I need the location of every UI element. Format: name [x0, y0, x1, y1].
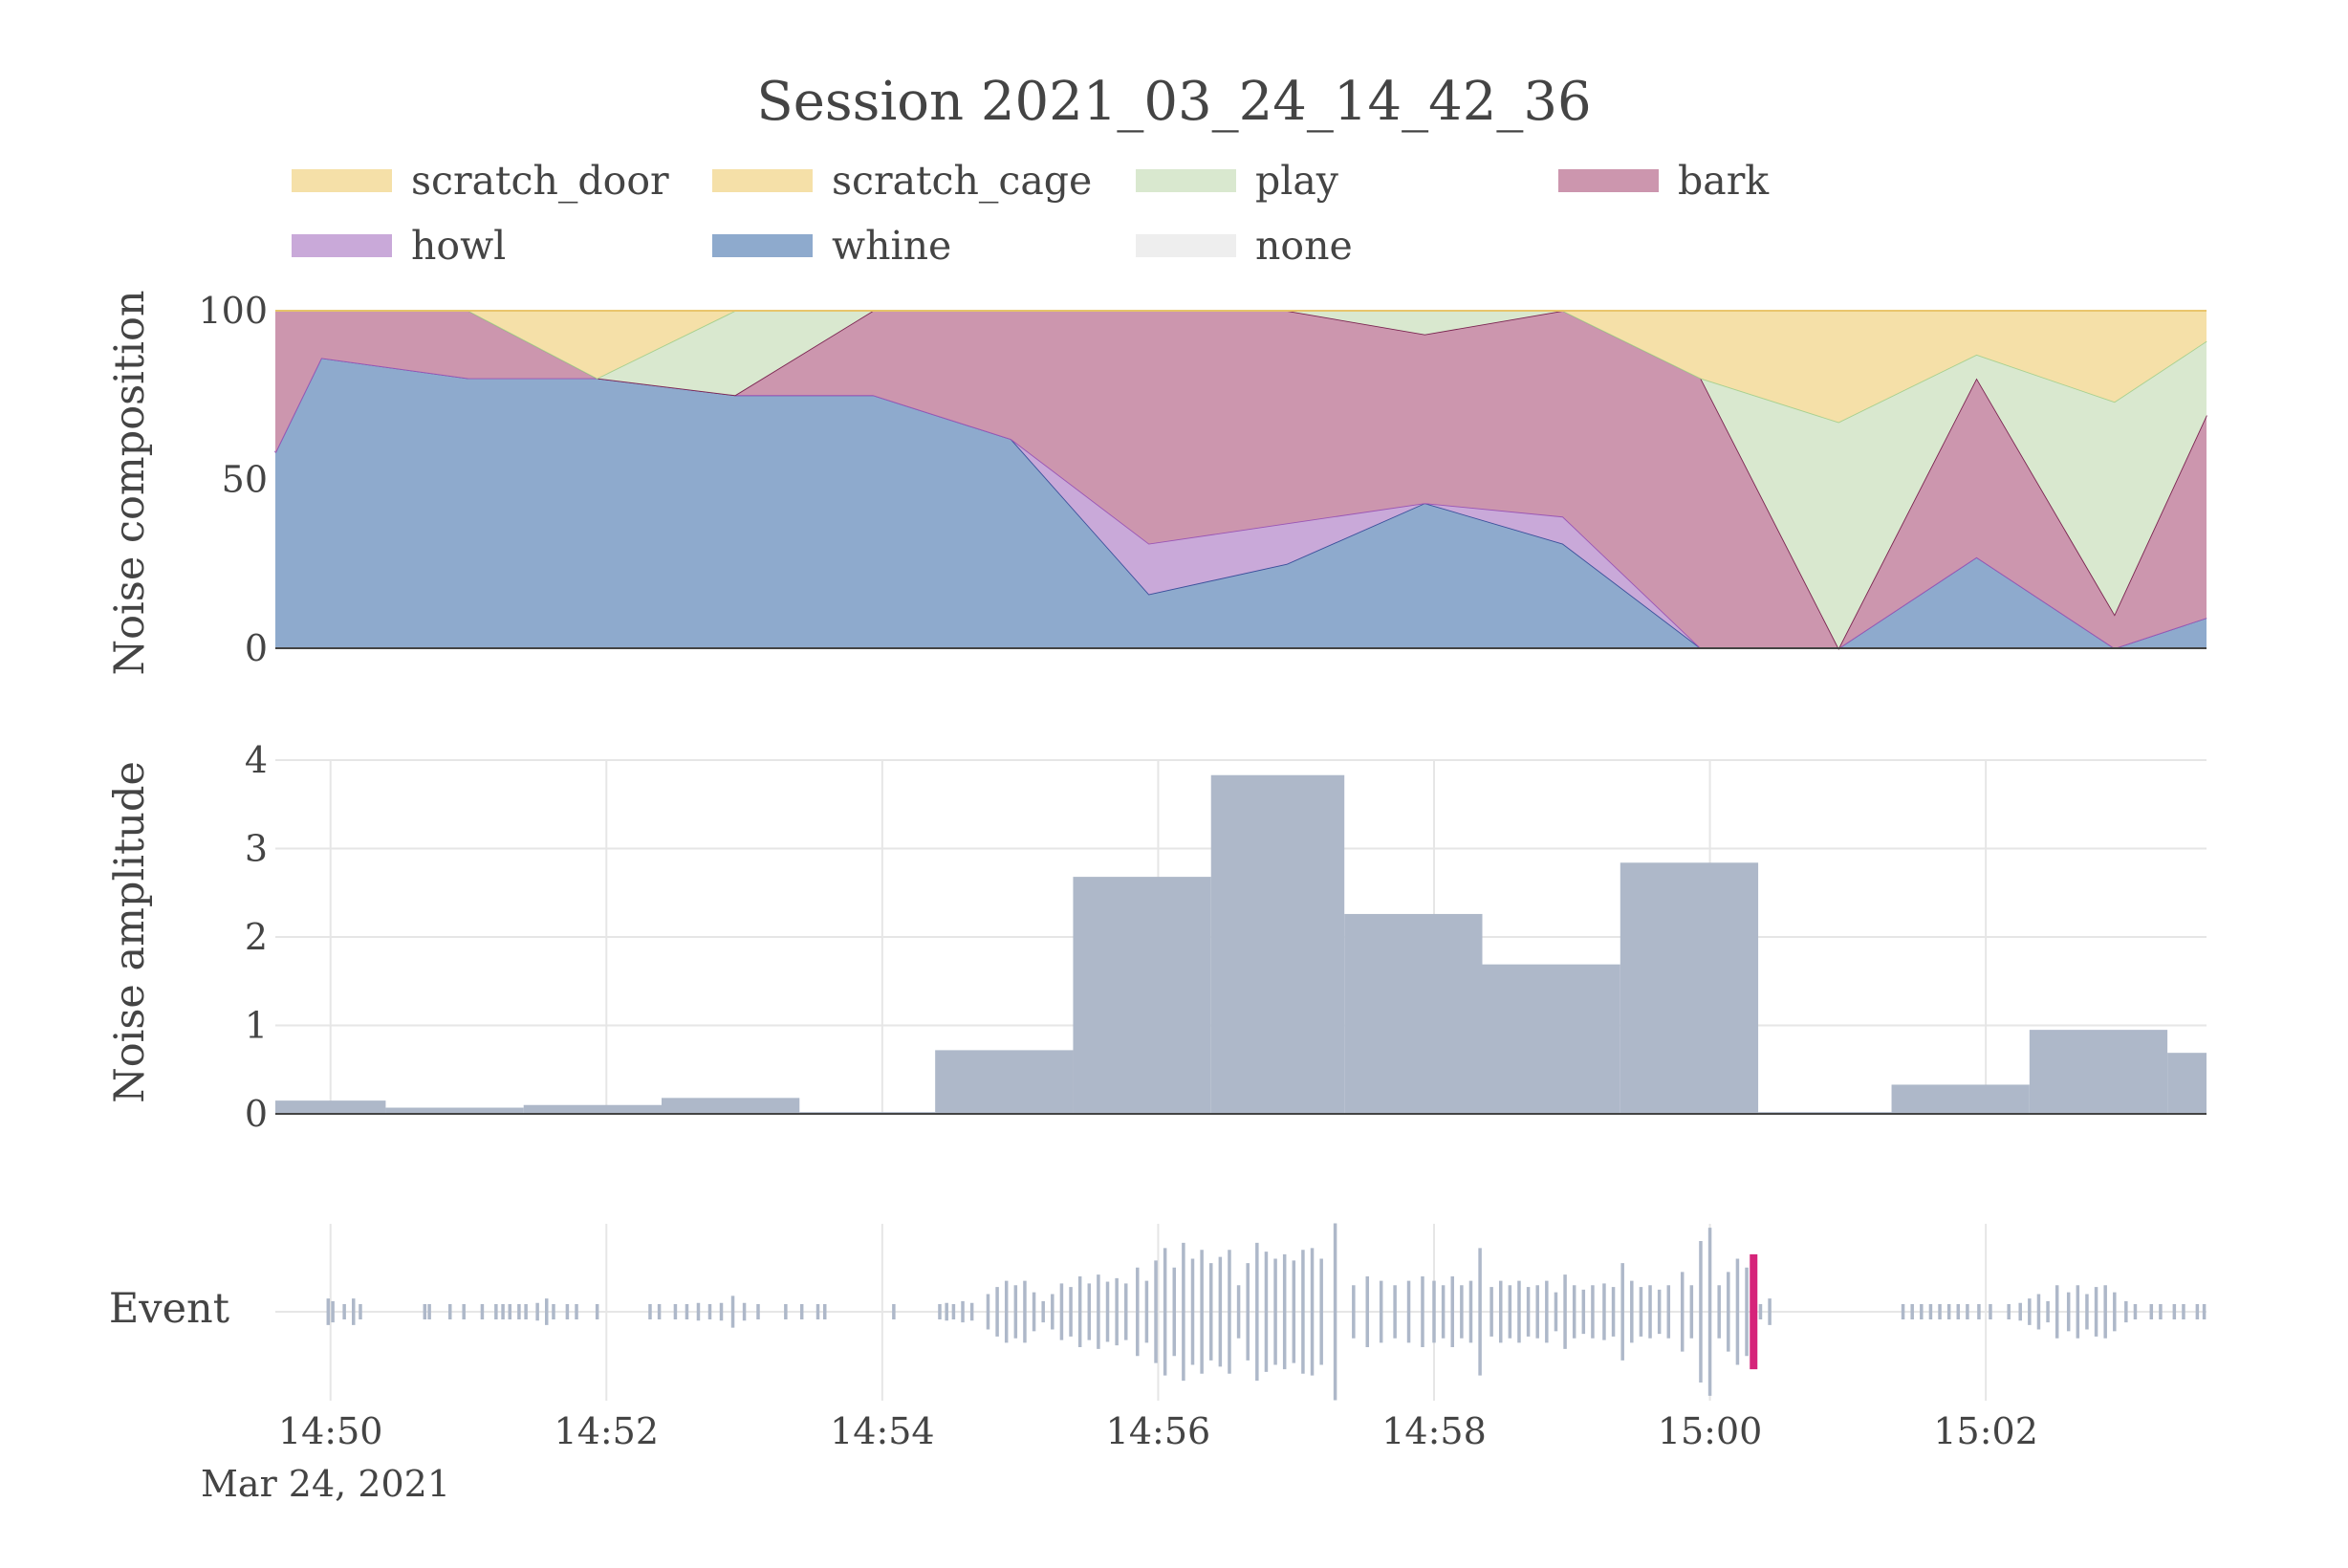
legend-label-play: play: [1255, 158, 1339, 204]
x-tick-label: 14:58: [1381, 1410, 1487, 1452]
amplitude-bar: [1482, 964, 1620, 1114]
chart-title: Session 2021_03_24_14_42_36: [756, 71, 1591, 133]
legend-swatch-bark: [1558, 169, 1659, 192]
amplitude-ytick: 0: [245, 1093, 268, 1135]
event-panel: Event: [109, 1223, 2207, 1401]
amplitude-bar: [275, 1100, 386, 1114]
composition-panel: 0 50 100 Noise composition: [106, 290, 2207, 676]
amplitude-bar: [1344, 913, 1483, 1114]
x-tick-label: 14:52: [554, 1410, 660, 1452]
legend-label-scratch_door: scratch_door: [411, 158, 669, 204]
legend-swatch-none: [1136, 234, 1236, 257]
amplitude-bar: [1210, 774, 1345, 1114]
area-play: [275, 311, 2207, 648]
area-scratch_cage: [275, 311, 2207, 423]
composition-ytick: 0: [245, 627, 268, 669]
amplitude-bar: [2167, 1053, 2207, 1114]
amplitude-bar: [1620, 862, 1759, 1114]
legend-label-bark: bark: [1678, 158, 1770, 204]
amplitude-bar: [523, 1104, 662, 1114]
composition-ytick: 50: [222, 459, 268, 501]
event-ylabel: Event: [109, 1285, 229, 1333]
legend-swatch-howl: [292, 234, 392, 257]
composition-ylabel: Noise composition: [106, 290, 154, 675]
legend-swatch-scratch_door: [292, 169, 392, 192]
amplitude-ytick: 4: [245, 739, 268, 781]
x-tick-label: 15:00: [1658, 1410, 1763, 1452]
amplitude-bars: [275, 774, 2207, 1115]
area-whine: [275, 358, 2207, 648]
x-axis: 14:50 14:52 14:54 14:56 14:58 15:00 15:02: [278, 1410, 2038, 1452]
composition-areas: [274, 310, 2207, 650]
amplitude-ytick: 2: [245, 916, 268, 958]
amplitude-panel: 0 1 2 3 4 Noise amplitude: [106, 739, 2207, 1135]
x-tick-label: 14:56: [1106, 1410, 1211, 1452]
legend-label-whine: whine: [832, 223, 951, 269]
legend-swatch-whine: [712, 234, 813, 257]
legend-swatch-scratch_cage: [712, 169, 813, 192]
legend-label-none: none: [1255, 223, 1353, 269]
amplitude-ytick: 1: [245, 1005, 268, 1047]
amplitude-bar: [1073, 877, 1211, 1114]
event-highlight: [1750, 1253, 1758, 1370]
legend-swatch-play: [1136, 169, 1236, 192]
amplitude-bar: [935, 1050, 1074, 1114]
legend: scratch_door scratch_cage play bark howl whin…: [292, 158, 1770, 269]
amplitude-bar: [385, 1107, 524, 1114]
event-ticks: [275, 1223, 2207, 1401]
amplitude-ylabel: Noise amplitude: [106, 761, 154, 1103]
legend-label-scratch_cage: scratch_cage: [832, 158, 1092, 204]
x-date-label: Mar 24, 2021: [201, 1463, 450, 1505]
x-tick-label: 14:54: [830, 1410, 935, 1452]
amplitude-ytick: 3: [245, 828, 268, 870]
legend-label-howl: howl: [411, 223, 506, 269]
amplitude-bar: [662, 1098, 800, 1114]
area-bark: [275, 311, 2207, 648]
composition-ytick: 100: [198, 290, 268, 332]
amplitude-bar: [1891, 1084, 2030, 1114]
amplitude-bar: [2029, 1030, 2168, 1114]
x-tick-label: 14:50: [278, 1410, 383, 1452]
x-tick-label: 15:02: [1933, 1410, 2038, 1452]
